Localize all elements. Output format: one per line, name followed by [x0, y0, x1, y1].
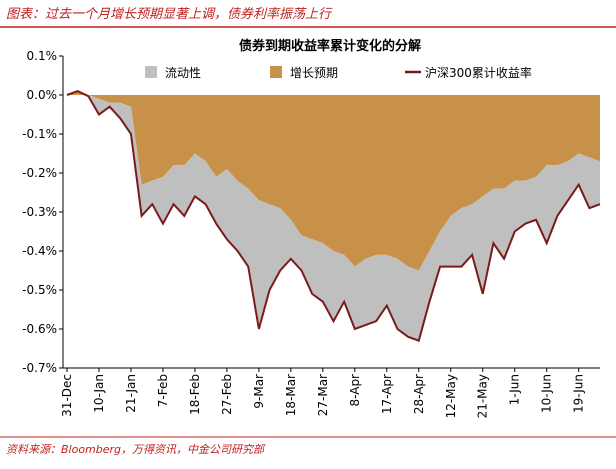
x-tick-label: 1-Jun: [508, 374, 522, 405]
legend-label: 增长预期: [290, 66, 338, 80]
x-tick-label: 18-Feb: [188, 374, 202, 415]
y-tick-label: -0.3%: [22, 205, 57, 219]
x-tick-label: 31-Dec: [60, 374, 74, 417]
y-tick-label: 0.1%: [27, 49, 58, 63]
x-tick-label: 17-Apr: [380, 374, 394, 414]
legend-swatch: [270, 66, 282, 78]
x-tick-label: 10-Jan: [92, 374, 106, 413]
x-tick-label: 21-Jan: [124, 374, 138, 413]
source-note: 资料来源：Bloomberg，万得资讯，中金公司研究部: [6, 443, 266, 456]
y-tick-label: -0.2%: [22, 166, 57, 180]
y-tick-label: 0.0%: [27, 88, 58, 102]
x-tick-label: 19-Jun: [572, 374, 586, 413]
y-tick-label: -0.7%: [22, 361, 57, 375]
y-tick-label: -0.1%: [22, 127, 57, 141]
x-tick-label: 28-Apr: [412, 374, 426, 414]
y-tick-label: -0.6%: [22, 322, 57, 336]
x-tick-label: 12-May: [444, 374, 458, 418]
chart-title: 债券到期收益率累计变化的分解: [239, 38, 421, 54]
x-tick-label: 10-Jun: [540, 374, 554, 413]
x-tick-label: 27-Mar: [316, 374, 330, 416]
legend-label: 沪深300累计收益率: [425, 65, 532, 80]
y-tick-label: -0.5%: [22, 283, 57, 297]
area: [67, 91, 600, 271]
x-tick-label: 7-Feb: [156, 374, 170, 407]
x-tick-label: 18-Mar: [284, 374, 298, 416]
y-tick-label: -0.4%: [22, 244, 57, 258]
legend-swatch: [145, 66, 157, 78]
legend-label: 流动性: [165, 66, 201, 80]
area: [67, 91, 600, 341]
page-header: 图表：过去一个月增长预期显著上调，债券利率振荡上行: [6, 6, 333, 22]
x-tick-label: 21-May: [476, 374, 490, 418]
x-tick-label: 8-Apr: [348, 374, 362, 407]
line: [66, 90, 601, 343]
x-tick-label: 9-Mar: [252, 374, 266, 409]
x-tick-label: 27-Feb: [220, 374, 234, 415]
